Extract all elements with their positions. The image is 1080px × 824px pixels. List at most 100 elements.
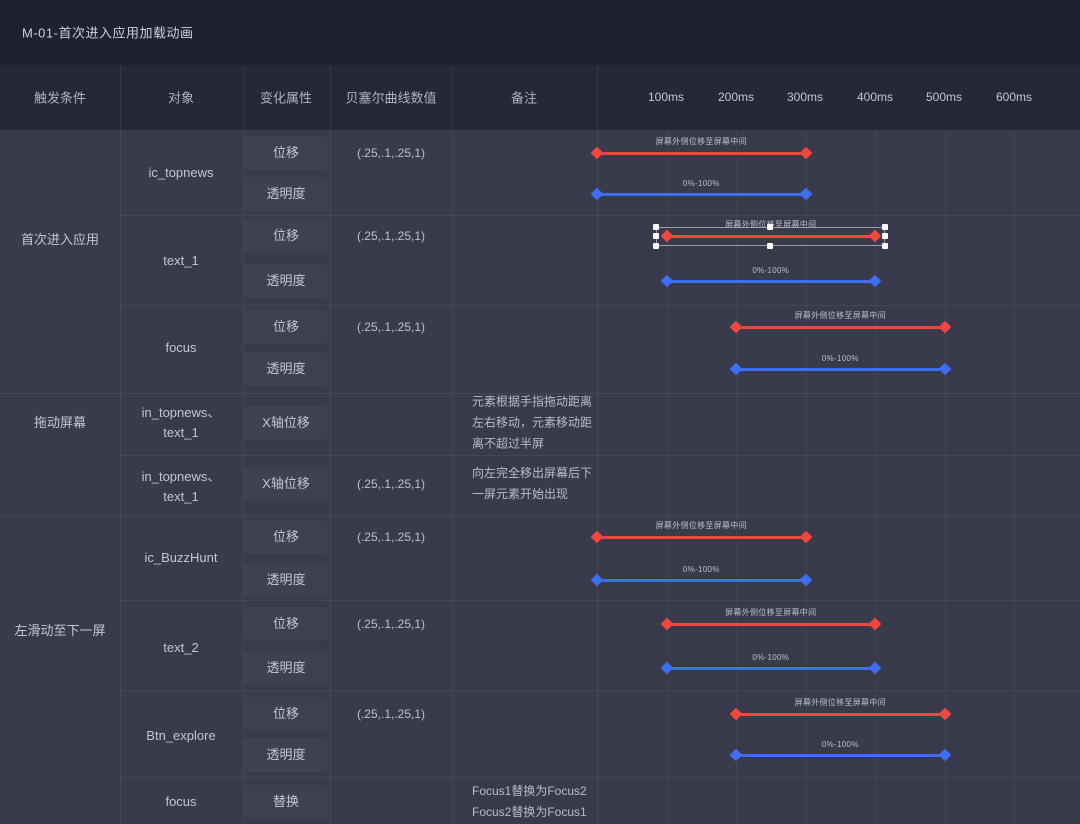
timeline-bar[interactable] (666, 622, 875, 626)
section-divider (0, 515, 1080, 516)
keyframe-diamond-start[interactable] (590, 146, 604, 160)
bar-label: 0%-100% (821, 740, 859, 749)
timeline-gridline (736, 130, 737, 824)
property-label: 位移 (272, 705, 300, 721)
row-group-divider (120, 215, 1080, 216)
timeline-bar[interactable] (597, 578, 806, 582)
keyframe-diamond-start[interactable] (590, 187, 604, 201)
note-text: 向左完全移出屏幕后下一屏元素开始出现 (472, 466, 593, 501)
timeline-bar[interactable] (666, 234, 875, 238)
keyframe-diamond-end[interactable] (938, 748, 951, 762)
bezier-value: (.25,.1,.25,1) (356, 146, 426, 160)
keyframe-diamond-start[interactable] (729, 320, 743, 334)
timeline-tick-300ms: 300ms (786, 90, 824, 104)
selection-handle[interactable] (652, 223, 659, 230)
keyframe-diamond-end[interactable] (938, 362, 951, 376)
property-label: 透明度 (266, 360, 306, 376)
bar-label: 屏幕外侧位移至屏幕中间 (655, 521, 747, 530)
row-group-divider (120, 305, 1080, 306)
keyframe-diamond-start[interactable] (729, 707, 743, 721)
column-header-property: 变化属性 (259, 90, 313, 106)
row-group-divider (120, 690, 1080, 691)
property-label: 位移 (272, 528, 300, 544)
timeline-bar[interactable] (666, 666, 875, 670)
property-label: 位移 (272, 144, 300, 160)
column-header-object: 对象 (167, 90, 195, 106)
title-bar: M-01-首次进入应用加载动画 (0, 0, 1080, 65)
column-header-note: 备注 (510, 90, 538, 106)
table-header: 触发条件 对象 变化属性 贝塞尔曲线数值 备注 100ms 200ms 300m… (0, 65, 1080, 130)
timeline-bar[interactable] (736, 712, 945, 716)
object-cell: text_1 (163, 252, 199, 268)
property-label: 透明度 (266, 185, 306, 201)
keyframe-diamond-start[interactable] (660, 617, 673, 631)
bar-label: 屏幕外侧位移至屏幕中间 (725, 608, 817, 617)
keyframe-diamond-end[interactable] (868, 661, 882, 675)
keyframe-diamond-end[interactable] (799, 530, 812, 544)
keyframe-diamond-end[interactable] (938, 320, 951, 334)
object-cell: in_topnews、 text_1 (141, 468, 221, 504)
selection-handle[interactable] (767, 223, 774, 230)
timeline-bar[interactable] (597, 192, 806, 196)
bar-label: 屏幕外侧位移至屏幕中间 (794, 311, 886, 320)
timeline-gridline (667, 130, 668, 824)
bar-label: 屏幕外侧位移至屏幕中间 (794, 698, 886, 707)
timeline-bar[interactable] (597, 535, 806, 539)
property-label: 替换 (272, 793, 300, 809)
keyframe-diamond-end[interactable] (799, 187, 812, 201)
keyframe-diamond-end[interactable] (868, 617, 882, 631)
property-label: 透明度 (266, 272, 306, 288)
object-cell: text_2 (163, 639, 199, 655)
row-group-divider (120, 600, 1080, 601)
object-cell: ic_BuzzHunt (144, 549, 218, 565)
keyframe-diamond-end[interactable] (799, 573, 812, 587)
timeline-tick-600ms: 600ms (995, 90, 1033, 104)
property-label: 透明度 (266, 746, 306, 762)
timeline-bar[interactable] (597, 151, 806, 155)
timeline-bar[interactable] (736, 753, 945, 757)
row-group-divider (120, 455, 1080, 456)
selection-handle[interactable] (652, 242, 659, 249)
page-title: M-01-首次进入应用加载动画 (22, 25, 194, 41)
keyframe-diamond-end[interactable] (799, 146, 812, 160)
trigger-cell: 首次进入应用 (20, 231, 100, 247)
object-cell: Btn_explore (146, 727, 216, 743)
keyframe-diamond-start[interactable] (590, 573, 604, 587)
keyframe-diamond-start[interactable] (590, 530, 604, 544)
keyframe-diamond-start[interactable] (660, 274, 673, 288)
timeline-bar[interactable] (736, 367, 945, 371)
selection-handle[interactable] (767, 242, 774, 249)
keyframe-diamond-end[interactable] (938, 707, 951, 721)
selection-handle[interactable] (652, 233, 659, 239)
selection-handle[interactable] (882, 223, 888, 230)
keyframe-diamond-start[interactable] (660, 661, 673, 675)
timeline-gridline (875, 130, 876, 824)
column-divider (452, 65, 453, 824)
timeline-bar[interactable] (666, 279, 875, 283)
bezier-value: (.25,.1,.25,1) (356, 707, 426, 721)
keyframe-diamond-end[interactable] (868, 274, 882, 288)
timeline-bar[interactable] (736, 325, 945, 329)
object-cell: ic_topnews (148, 164, 214, 180)
row-group-divider (120, 777, 1080, 778)
selection-handle[interactable] (882, 233, 888, 239)
keyframe-diamond-start[interactable] (729, 748, 743, 762)
bezier-value: (.25,.1,.25,1) (356, 320, 426, 334)
timeline-gridline (806, 130, 807, 824)
bar-label: 0%-100% (752, 266, 790, 275)
timeline-gridline (945, 130, 946, 824)
note-text: Focus1替换为Focus2 Focus2替换为Focus1 (472, 784, 587, 819)
timeline-tick-400ms: 400ms (856, 90, 894, 104)
property-label: 透明度 (266, 659, 306, 675)
property-label: X轴位移 (262, 475, 310, 491)
trigger-cell: 拖动屏幕 (33, 414, 87, 430)
bezier-value: (.25,.1,.25,1) (356, 617, 426, 631)
bezier-value: (.25,.1,.25,1) (356, 477, 426, 491)
column-divider (243, 65, 244, 824)
selection-handle[interactable] (882, 242, 888, 249)
keyframe-diamond-start[interactable] (729, 362, 743, 376)
property-label: 位移 (272, 318, 300, 334)
bar-label: 屏幕外侧位移至屏幕中间 (655, 137, 747, 146)
